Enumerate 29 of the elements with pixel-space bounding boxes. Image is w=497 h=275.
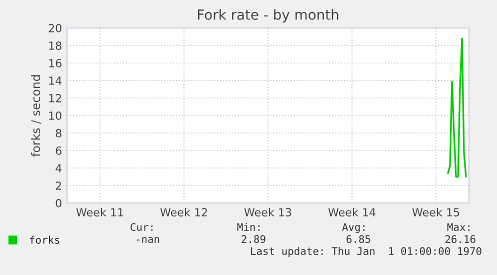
- text: Cur:: [130, 223, 152, 232]
- x-tick-label: Week 15: [412, 208, 460, 216]
- text: Avg:: [342, 223, 364, 234]
- legend-label: forks: [30, 236, 60, 244]
- text: Max:: [447, 223, 470, 232]
- y-tick-label: 6: [56, 146, 62, 155]
- y-tick-label: 2: [56, 181, 62, 190]
- chart-title: Fork rate - by month: [198, 9, 338, 23]
- y-tick-label: 20: [48, 24, 62, 32]
- y-tick-label: 18: [49, 41, 62, 50]
- x-tick-label: Week 12: [160, 208, 207, 216]
- y-axis-title: forks / second: [31, 75, 42, 157]
- y-tick-label: 0: [56, 198, 62, 208]
- text: Min:: [237, 222, 260, 231]
- y-tick-label: 12: [49, 94, 62, 102]
- text: 26.16: [445, 235, 476, 244]
- x-tick-label: Week 14: [328, 208, 376, 216]
- text: 2.89: [242, 235, 266, 244]
- y-tick-label: 16: [49, 58, 62, 68]
- text: -nan: [136, 237, 160, 244]
- y-tick-label: 14: [49, 76, 62, 85]
- x-tick-label: Week 11: [76, 208, 124, 216]
- text: 6.85: [346, 235, 370, 244]
- x-tick-label: Week 13: [244, 208, 292, 216]
- y-tick-label: 4: [56, 164, 62, 172]
- line-series: [447, 38, 467, 178]
- y-tick-label: 10: [49, 111, 62, 120]
- y-tick-label: 8: [56, 128, 62, 138]
- text: Last update: Thu Jan 1 01:00:00 1970: [251, 246, 482, 258]
